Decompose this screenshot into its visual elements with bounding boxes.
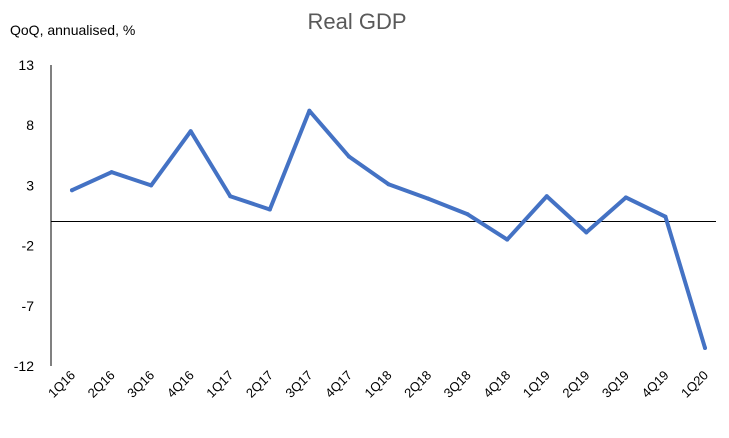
x-tick-label: 2Q17	[243, 368, 276, 401]
data-point	[663, 214, 668, 219]
data-point	[228, 194, 233, 199]
x-tick-label: 2Q18	[401, 368, 434, 401]
y-tick-labels: 13 8 3 -2 -7 -12	[14, 57, 34, 374]
x-tick-label: 3Q16	[124, 368, 157, 401]
y-tick-label: -2	[22, 238, 35, 254]
y-tick-label: -12	[14, 358, 34, 374]
data-point	[584, 230, 589, 235]
data-point	[149, 183, 154, 188]
data-point	[544, 194, 549, 199]
data-point	[70, 188, 74, 193]
x-tick-label: 2Q19	[559, 368, 592, 401]
x-tick-label: 1Q16	[45, 368, 78, 401]
x-tick-label: 1Q20	[678, 368, 711, 401]
chart-title: Real GDP	[307, 9, 406, 34]
x-tick-label: 1Q19	[520, 368, 553, 401]
data-point	[188, 129, 193, 134]
data-point	[703, 345, 707, 350]
series-line-real-gdp	[70, 108, 707, 350]
x-tick-label: 4Q16	[164, 368, 197, 401]
x-tick-label: 4Q17	[322, 368, 355, 401]
y-tick-label: 3	[26, 177, 34, 193]
x-tick-label: 3Q17	[282, 368, 315, 401]
data-point	[505, 237, 510, 242]
y-tick-label: 8	[26, 117, 34, 133]
x-tick-label: 4Q19	[638, 368, 671, 401]
x-tick-label: 3Q19	[599, 368, 632, 401]
x-tick-label: 1Q18	[362, 368, 395, 401]
data-point	[465, 212, 470, 217]
y-tick-label: -7	[22, 298, 35, 314]
data-point	[623, 195, 628, 200]
data-point	[426, 196, 431, 201]
x-tick-label: 3Q18	[441, 368, 474, 401]
x-tick-label: 2Q16	[85, 368, 118, 401]
data-point	[109, 170, 114, 175]
data-point	[346, 154, 351, 159]
x-tick-label: 4Q18	[480, 368, 513, 401]
y-axis-label: QoQ, annualised, %	[10, 22, 135, 38]
data-point	[267, 207, 272, 212]
data-point	[307, 108, 312, 113]
x-tick-labels: 1Q16 2Q16 3Q16 4Q16 1Q17 2Q17 3Q17 4Q17 1Q18 2Q18…	[45, 368, 711, 401]
x-tick-label: 1Q17	[203, 368, 236, 401]
data-point	[386, 182, 391, 187]
series-points	[70, 108, 707, 350]
y-tick-label: 13	[18, 57, 34, 73]
